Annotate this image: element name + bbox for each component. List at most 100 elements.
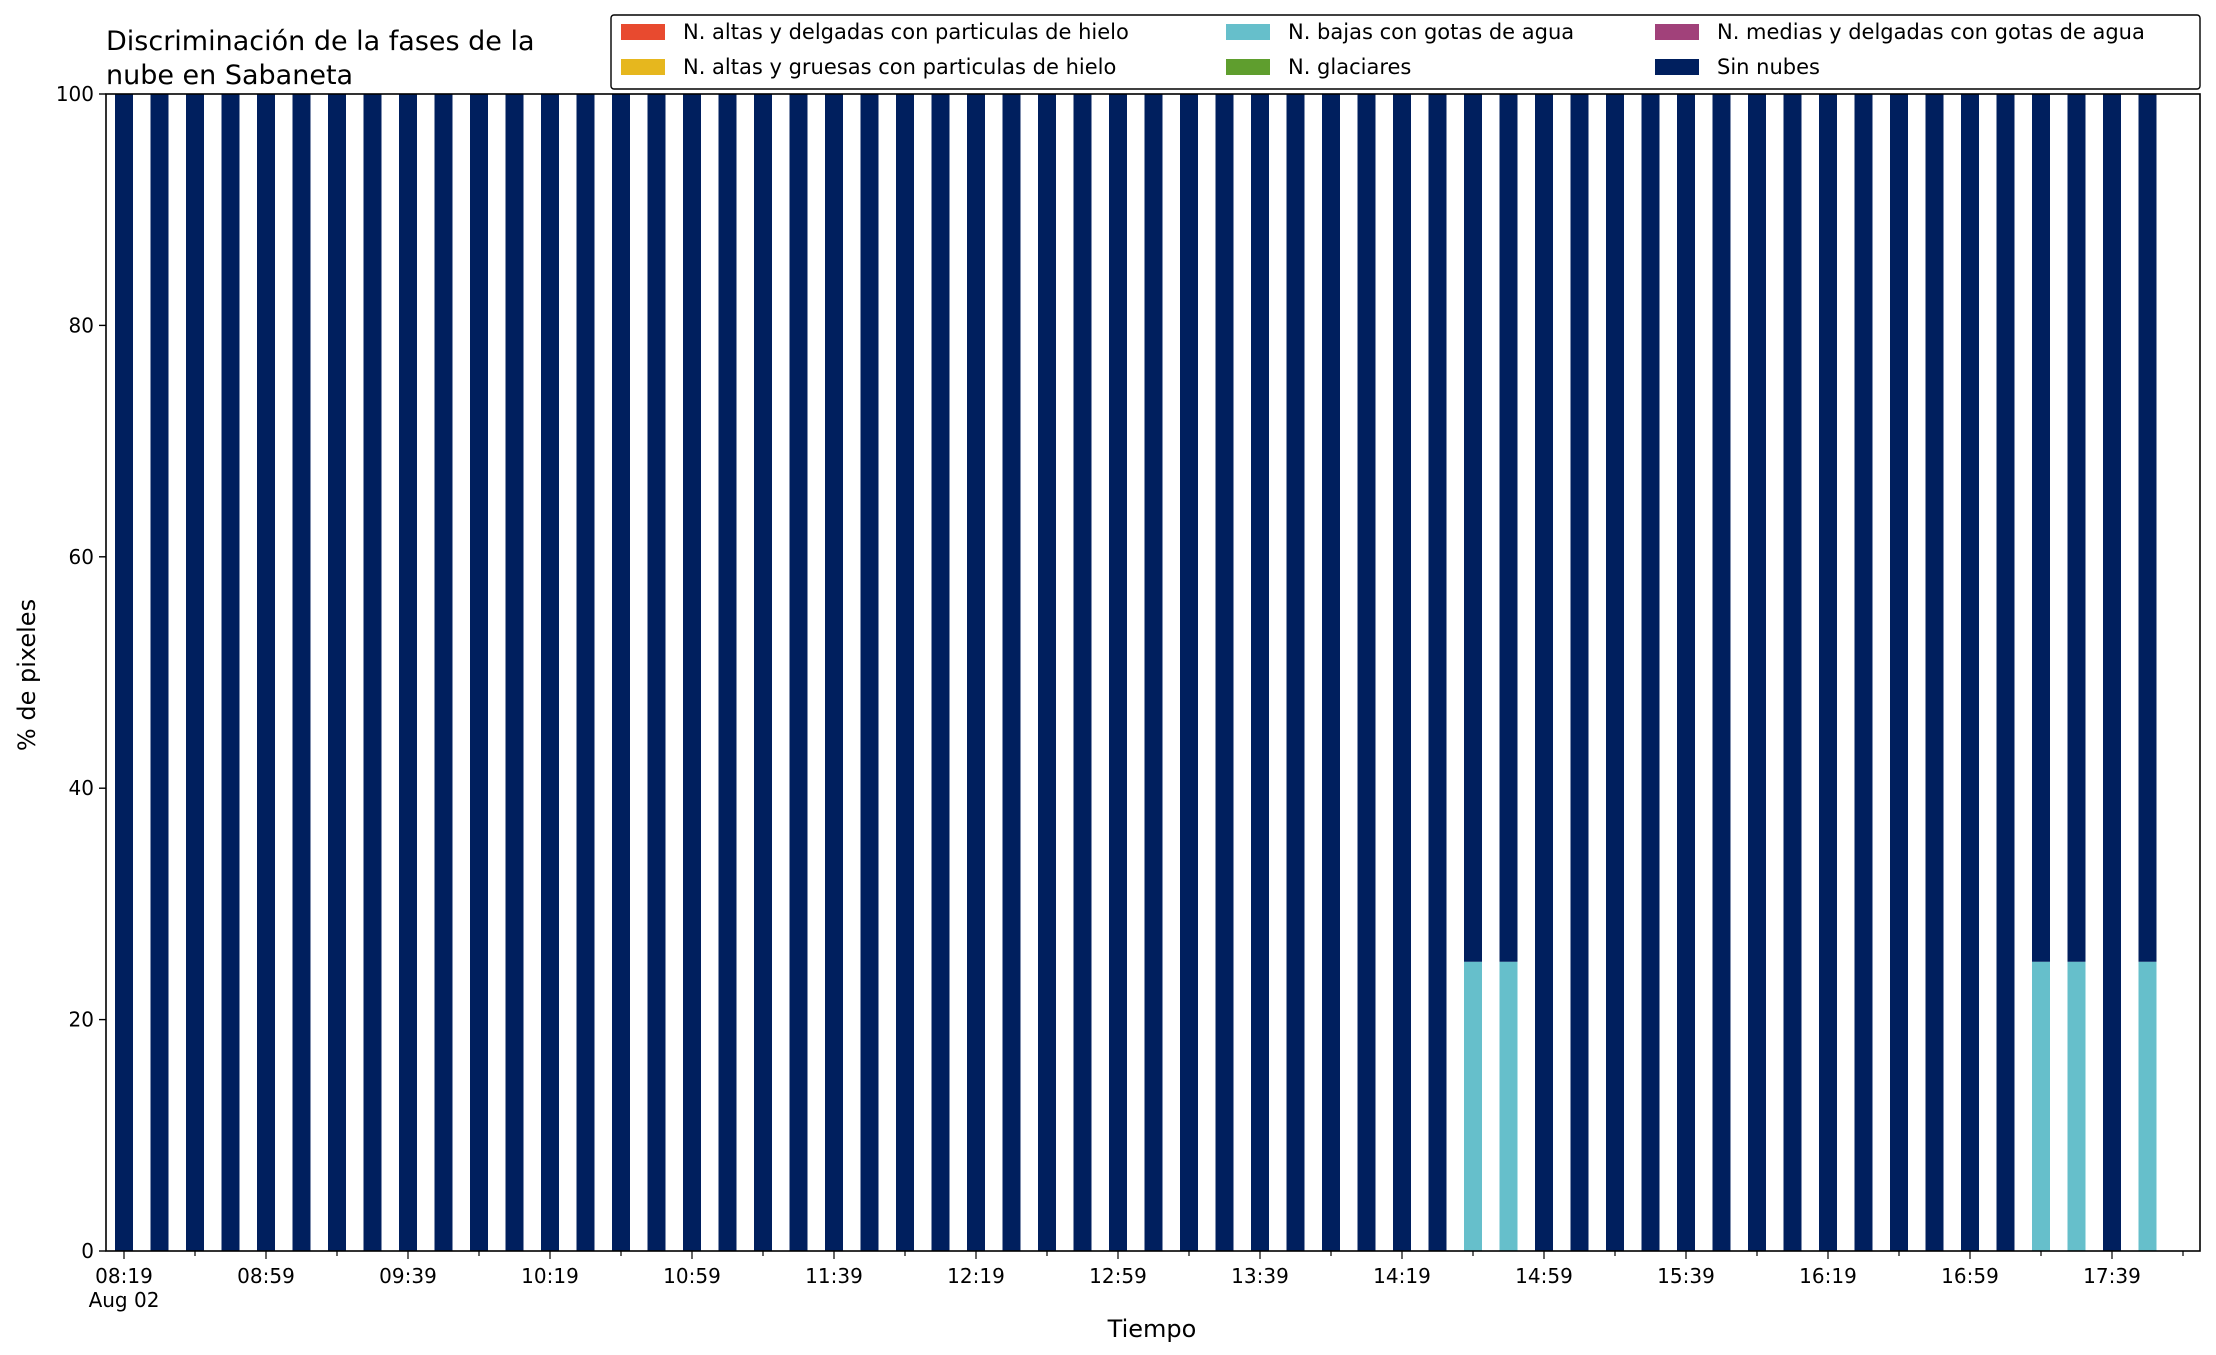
bar-segment-5-38 — [1464, 94, 1482, 962]
bar-segment-5-36 — [1393, 94, 1411, 1251]
bar-segment-2-57 — [2138, 961, 2157, 1251]
bar-segment-5-20 — [825, 94, 843, 1251]
bar-segment-5-26 — [1038, 94, 1056, 1251]
chart-title-line-2: nube en Sabaneta — [106, 60, 353, 91]
axes: 0 20 40 60 80 100 08:19 08:59 09:39 10:19 10:59 11:… — [56, 82, 2201, 1312]
bar-segment-2-39 — [1499, 961, 1518, 1251]
legend-label-4: N. medias y delgadas con gotas de agua — [1717, 20, 2145, 44]
bar-segment-5-50 — [1890, 94, 1908, 1251]
x-tick-label: 08:59 — [237, 1264, 295, 1288]
bar-segment-5-2 — [186, 94, 204, 1251]
x-tick-sublabel: Aug 02 — [89, 1288, 160, 1312]
bar-segment-5-27 — [1073, 94, 1092, 1251]
bar-segment-5-21 — [860, 94, 879, 1251]
bar-segment-5-12 — [541, 94, 559, 1251]
y-axis-label: % de pixeles — [13, 599, 41, 751]
x-tick-label: 12:19 — [947, 1264, 1005, 1288]
bar-segment-5-23 — [931, 94, 950, 1251]
bar-segment-5-44 — [1677, 94, 1695, 1251]
bar-segment-5-57 — [2138, 94, 2157, 962]
bar-segment-5-5 — [292, 94, 311, 1251]
bar-segment-5-31 — [1215, 94, 1234, 1251]
x-tick-label: 10:59 — [663, 1264, 721, 1288]
legend-swatch-0 — [621, 24, 665, 40]
bar-segment-5-17 — [718, 94, 737, 1251]
bar-segment-5-34 — [1322, 94, 1340, 1251]
bar-segment-5-37 — [1428, 94, 1447, 1251]
bar-segment-5-54 — [2032, 94, 2050, 962]
chart-title-line-1: Discriminación de la fases de la — [106, 26, 535, 57]
bar-segment-5-52 — [1961, 94, 1979, 1251]
legend-box — [610, 14, 2201, 90]
bar-segment-5-16 — [683, 94, 701, 1251]
bar-segment-5-19 — [789, 94, 808, 1251]
bar-segment-5-6 — [328, 94, 346, 1251]
legend-swatch-1 — [621, 59, 665, 75]
bar-segment-5-25 — [1002, 94, 1021, 1251]
bar-segment-5-43 — [1641, 94, 1660, 1251]
y-tick-label: 20 — [69, 1008, 94, 1032]
x-tick-label: 13:39 — [1231, 1264, 1289, 1288]
bar-segment-5-42 — [1606, 94, 1624, 1251]
bar-segment-5-15 — [647, 94, 666, 1251]
bar-segment-5-35 — [1357, 94, 1376, 1251]
bar-segment-5-48 — [1819, 94, 1837, 1251]
y-tick-label: 80 — [69, 313, 94, 337]
bar-segment-5-39 — [1499, 94, 1518, 962]
bar-segment-5-51 — [1925, 94, 1944, 1251]
bar-segment-5-8 — [399, 94, 417, 1251]
bar-segment-5-45 — [1712, 94, 1731, 1251]
y-tick-label: 0 — [81, 1239, 94, 1263]
legend: N. altas y delgadas con particulas de hi… — [610, 14, 2201, 90]
bar-segment-5-49 — [1854, 94, 1873, 1251]
legend-swatch-5 — [1655, 59, 1699, 75]
x-tick-label: 17:39 — [2083, 1264, 2141, 1288]
x-tick-label: 11:39 — [805, 1264, 863, 1288]
x-axis-label: Tiempo — [1107, 1315, 1197, 1343]
plot-frame — [105, 93, 2201, 1252]
plot-area — [115, 94, 2157, 1251]
legend-label-3: N. glaciares — [1288, 55, 1411, 79]
bar-segment-5-32 — [1251, 94, 1269, 1251]
bar-segment-5-55 — [2067, 94, 2086, 962]
x-tick-label: 16:19 — [1799, 1264, 1857, 1288]
bar-segment-5-7 — [363, 94, 382, 1251]
x-tick-label: 08:19 — [95, 1264, 153, 1288]
bar-segment-5-47 — [1783, 94, 1802, 1251]
bar-segment-5-10 — [470, 94, 488, 1251]
bar-segment-5-30 — [1180, 94, 1198, 1251]
x-tick-label: 15:39 — [1657, 1264, 1715, 1288]
legend-label-5: Sin nubes — [1717, 55, 1820, 79]
legend-swatch-2 — [1226, 24, 1270, 40]
bar-segment-5-29 — [1144, 94, 1163, 1251]
bar-segment-5-14 — [612, 94, 630, 1251]
legend-label-2: N. bajas con gotas de agua — [1288, 20, 1574, 44]
bar-segment-2-54 — [2032, 961, 2050, 1251]
bar-segment-5-53 — [1996, 94, 2015, 1251]
bar-segment-5-28 — [1109, 94, 1127, 1251]
bar-segment-5-4 — [257, 94, 275, 1251]
x-tick-label: 14:59 — [1515, 1264, 1573, 1288]
bar-segment-5-40 — [1535, 94, 1553, 1251]
x-tick-label: 16:59 — [1941, 1264, 1999, 1288]
bar-segment-5-24 — [967, 94, 985, 1251]
bar-segment-5-18 — [754, 94, 772, 1251]
bar-segment-5-46 — [1748, 94, 1766, 1251]
legend-swatch-4 — [1655, 24, 1699, 40]
bar-segment-5-22 — [896, 94, 914, 1251]
y-tick-label: 60 — [69, 545, 94, 569]
y-tick-label: 40 — [69, 776, 94, 800]
bar-segment-5-13 — [576, 94, 595, 1251]
legend-label-0: N. altas y delgadas con particulas de hi… — [683, 20, 1129, 44]
bar-segment-5-41 — [1570, 94, 1589, 1251]
legend-swatch-3 — [1226, 59, 1270, 75]
bar-segment-5-1 — [150, 94, 169, 1251]
bar-segment-2-38 — [1464, 961, 1482, 1251]
bar-segment-5-11 — [505, 94, 524, 1251]
bar-segment-2-55 — [2067, 961, 2086, 1251]
x-tick-label: 09:39 — [379, 1264, 437, 1288]
bar-segment-5-3 — [221, 94, 240, 1251]
bar-segment-5-56 — [2103, 94, 2121, 1251]
legend-label-1: N. altas y gruesas con particulas de hie… — [683, 55, 1116, 79]
